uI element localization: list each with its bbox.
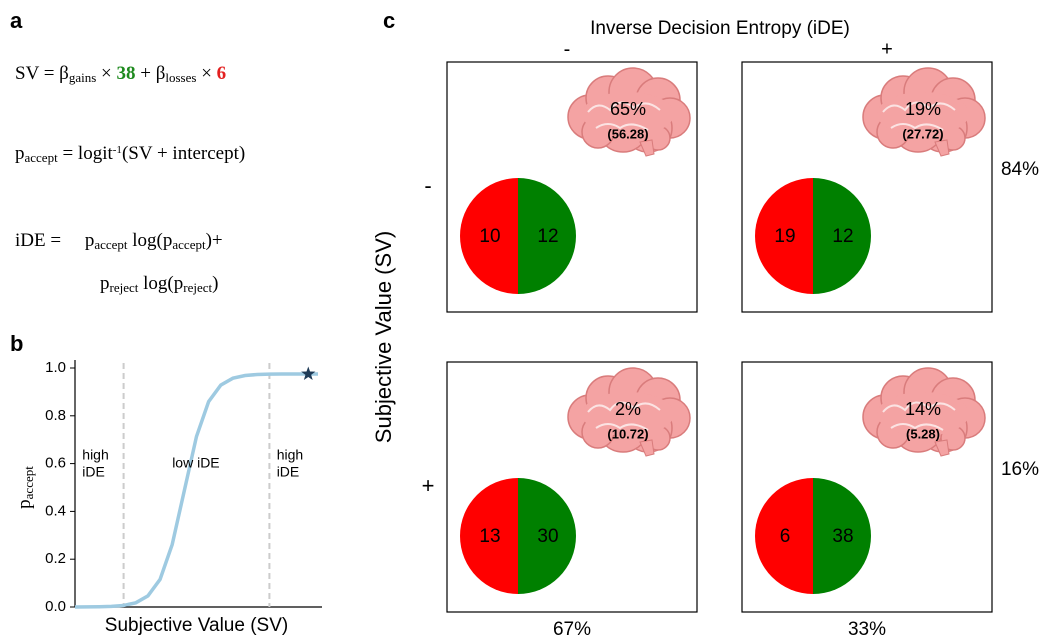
math-segment: accept (172, 237, 206, 252)
math-segment: iDE = p (15, 230, 94, 251)
math-segment: ) (212, 273, 218, 294)
math-text: paccept (14, 466, 36, 509)
green-count: 38 (832, 526, 853, 547)
annotation: high (277, 446, 303, 462)
math-segment: × (96, 63, 116, 84)
red-count: 19 (774, 226, 795, 247)
brain-value: (56.28) (607, 126, 648, 141)
y-tick-label: 0.0 (45, 598, 66, 615)
brain-value: (5.28) (906, 426, 940, 441)
math-segment: 6 (217, 63, 227, 84)
green-count: 12 (537, 226, 558, 247)
math-segment: × (196, 63, 216, 84)
panel-label: a (10, 8, 23, 33)
red-count: 6 (780, 526, 791, 547)
brain-value: (10.72) (607, 426, 648, 441)
math-segment: p (14, 499, 35, 509)
math-segment: accept (21, 466, 36, 500)
y-tick-label: 0.2 (45, 550, 66, 567)
panel-label: c (383, 8, 395, 33)
annotation: high (82, 446, 108, 462)
math-segment: reject (110, 280, 139, 295)
annotation: iDE (82, 463, 105, 479)
panel-label: b (10, 331, 23, 356)
green-count: 30 (537, 526, 558, 547)
math-segment: accept (94, 237, 128, 252)
math-segment: (SV + intercept) (122, 143, 245, 164)
math-segment: log(p (128, 230, 173, 251)
brain-percent: 65% (610, 99, 646, 119)
column-total: 33% (848, 619, 886, 640)
row-title: Subjective Value (SV) (371, 231, 396, 443)
math-segment: = logit (58, 143, 114, 164)
brain-value: (27.72) (902, 126, 943, 141)
brain-percent: 14% (905, 399, 941, 419)
marker-star (301, 366, 315, 380)
title: Inverse Decision Entropy (iDE) (590, 18, 850, 39)
math-segment: -1 (113, 144, 122, 156)
row-total: 16% (1001, 459, 1039, 480)
math-segment: p (15, 143, 25, 164)
annotation: iDE (277, 463, 300, 479)
y-tick-label: 0.4 (45, 502, 66, 519)
y-tick-label: 1.0 (45, 359, 66, 376)
column-header: - (564, 38, 571, 60)
figure: a b c SV = βgains × 38 + βlosses × 6pacc… (0, 0, 1043, 642)
math-segment: SV = β (15, 63, 69, 84)
math-segment: p (100, 273, 110, 294)
red-count: 10 (479, 226, 500, 247)
green-count: 12 (832, 226, 853, 247)
row-total: 84% (1001, 159, 1039, 180)
math-segment: 38 (117, 63, 136, 84)
math-segment: losses (165, 70, 196, 85)
brain-percent: 19% (905, 99, 941, 119)
math-segment: reject (183, 280, 212, 295)
column-total: 67% (553, 619, 591, 640)
math-segment: gains (69, 70, 96, 85)
column-header: + (881, 38, 893, 60)
row-header: + (422, 473, 435, 498)
math-segment: + β (136, 63, 166, 84)
math-segment: accept (25, 150, 59, 165)
math-text: SV = βgains × 38 + βlosses × 6 (15, 63, 226, 85)
red-count: 13 (479, 526, 500, 547)
y-tick-label: 0.6 (45, 455, 66, 472)
math-text: iDE = paccept log(paccept)+ (15, 230, 223, 252)
y-tick-label: 0.8 (45, 407, 66, 424)
curve (75, 374, 318, 607)
brain-percent: 2% (615, 399, 641, 419)
row-header: - (424, 173, 431, 198)
math-text: preject log(preject) (100, 273, 218, 295)
math-text: paccept = logit-1(SV + intercept) (15, 143, 245, 165)
math-segment: log(p (138, 273, 183, 294)
x-axis-label: Subjective Value (SV) (105, 615, 288, 636)
math-segment: )+ (206, 230, 223, 251)
annotation: low iDE (172, 454, 219, 470)
